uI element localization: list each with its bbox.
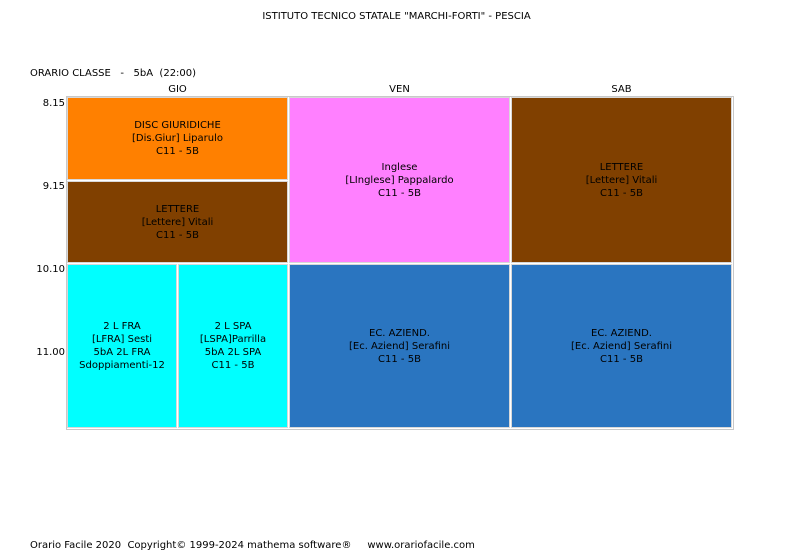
lesson-ec-aziend-sab[interactable]: EC. AZIEND. [Ec. Aziend] Serafini C11 - 5B: [511, 264, 732, 428]
lesson-text-line: C11 - 5B: [600, 353, 643, 365]
lesson-text-line: [LFRA] Sesti: [91, 334, 153, 345]
class-label: ORARIO CLASSE - 5bA (22:00): [30, 68, 197, 79]
lesson-2l-fra[interactable]: 2 L FRA [LFRA] Sesti 5bA 2L FRA Sdoppiament…: [67, 264, 177, 428]
lesson-text-line: C11 - 5B: [378, 187, 421, 199]
lesson-2l-spa[interactable]: 2 L SPA [LSPA]Parrilla 5bA 2L SPA C11 - 5B: [178, 264, 288, 428]
lesson-inglese[interactable]: Inglese [LInglese] Pappalardo C11 - 5B: [289, 97, 510, 263]
lesson-text-line: C11 - 5B: [378, 353, 421, 365]
lesson-text-line: [Ec. Aziend] Serafini: [570, 340, 672, 352]
lesson-ec-aziend-ven[interactable]: EC. AZIEND. [Ec. Aziend] Serafini C11 - 5B: [289, 264, 510, 428]
time-label: 10.10: [36, 264, 65, 275]
time-label: 8.15: [42, 98, 65, 109]
lesson-text-line: C11 - 5B: [156, 229, 199, 241]
lesson-text-line: [Dis.Giur] Liparulo: [132, 133, 223, 144]
lesson-text-line: [LInglese] Pappalardo: [345, 174, 454, 186]
lesson-text-line: 5bA 2L SPA: [204, 347, 262, 358]
lesson-text-line: 2 L FRA: [103, 321, 141, 332]
footer-copyright: Orario Facile 2020 Copyright© 1999-2024 …: [30, 540, 475, 551]
lesson-text-line: [Ec. Aziend] Serafini: [348, 340, 450, 352]
lesson-text-line: Inglese: [381, 161, 418, 173]
lesson-text-line: LETTERE: [599, 161, 644, 173]
lesson-text-line: 5bA 2L FRA: [93, 347, 151, 358]
lesson-text-line: C11 - 5B: [211, 360, 255, 371]
lesson-lettere-sab[interactable]: LETTERE [Lettere] Vitali C11 - 5B: [511, 97, 732, 263]
lesson-text-line: EC. AZIEND.: [369, 327, 430, 339]
lesson-text-line: 2 L SPA: [214, 321, 252, 332]
lesson-text-line: [LSPA]Parrilla: [199, 334, 267, 345]
day-header-gio: GIO: [168, 84, 187, 95]
day-header-ven: VEN: [389, 84, 410, 95]
timetable-grid: [66, 96, 734, 430]
lesson-text-line: C11 - 5B: [600, 187, 643, 199]
lesson-text-line: C11 - 5B: [156, 146, 199, 157]
lesson-text-line: [Lettere] Vitali: [585, 174, 658, 186]
lesson-text-line: EC. AZIEND.: [591, 327, 652, 339]
day-header-sab: SAB: [611, 84, 632, 95]
lesson-disc-giuridiche[interactable]: DISC GIURIDICHE [Dis.Giur] Liparulo C11 - …: [67, 97, 288, 180]
lesson-text-line: Sdoppiamenti-12: [79, 360, 165, 371]
time-label: 11.00: [36, 347, 65, 358]
school-title: ISTITUTO TECNICO STATALE "MARCHI-FORTI" …: [262, 11, 531, 22]
lesson-text-line: DISC GIURIDICHE: [134, 120, 221, 131]
lesson-text-line: LETTERE: [155, 203, 200, 215]
lesson-text-line: [Lettere] Vitali: [141, 216, 214, 228]
time-label: 9.15: [42, 181, 65, 192]
lesson-lettere-gio[interactable]: LETTERE [Lettere] Vitali C11 - 5B: [67, 181, 288, 263]
